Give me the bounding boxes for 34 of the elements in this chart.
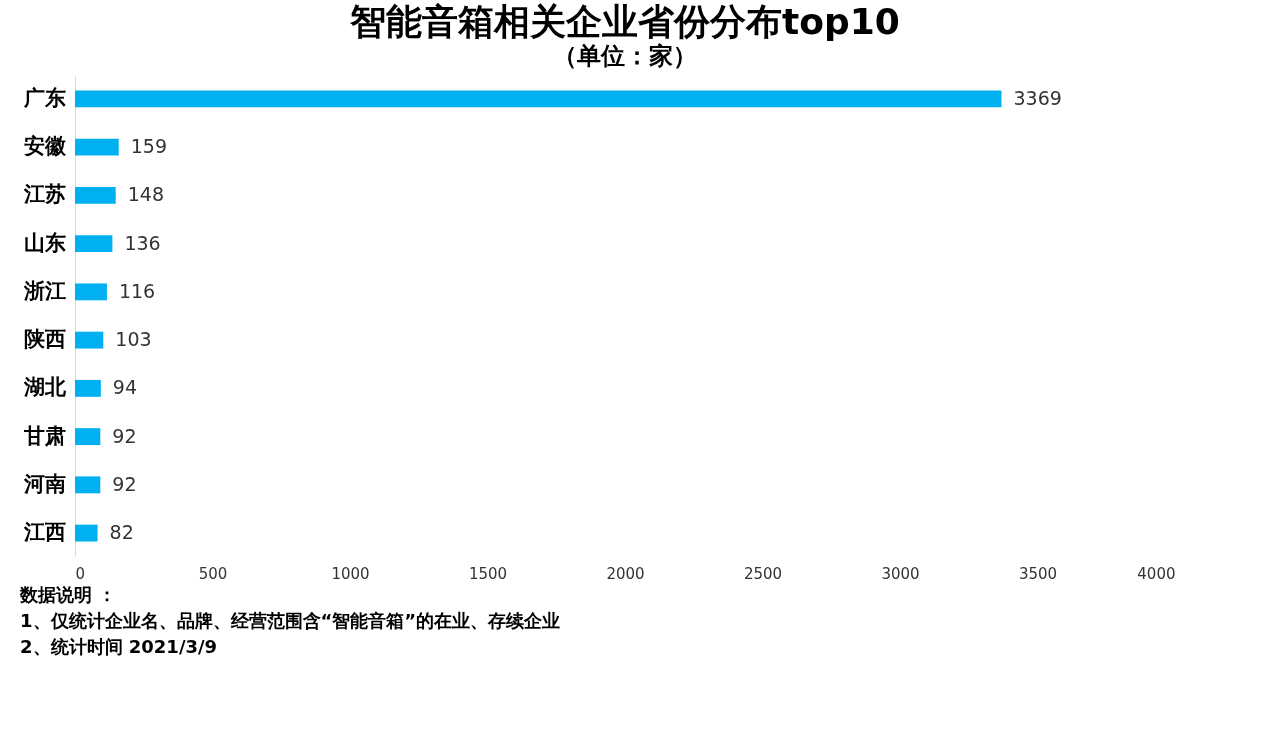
data-label: 94 bbox=[112, 376, 138, 399]
data-label: 148 bbox=[127, 183, 164, 206]
x-tick-label: 2500 bbox=[743, 564, 783, 583]
y-tick-label: 陕西 bbox=[23, 327, 66, 352]
data-label: 116 bbox=[118, 279, 156, 302]
y-tick-label: 甘肃 bbox=[22, 423, 66, 448]
data-label: 159 bbox=[130, 135, 167, 158]
data-label: 92 bbox=[112, 472, 137, 495]
data-label: 92 bbox=[112, 424, 137, 447]
y-tick-label: 河南 bbox=[22, 471, 66, 496]
y-tick-label: 江苏 bbox=[22, 182, 66, 207]
y-tick-label: 浙江 bbox=[22, 278, 66, 303]
x-tick-label: 1500 bbox=[468, 564, 508, 583]
data-label: 82 bbox=[109, 521, 134, 544]
x-tick-label: 3000 bbox=[881, 564, 920, 583]
x-tick-label: 0 bbox=[75, 564, 86, 583]
x-tick-label: 2000 bbox=[606, 564, 645, 583]
text: 1、仅统计企业名、品牌、经营范围含“智能音箱”的在业、存续企业 bbox=[20, 610, 561, 631]
chart-title: 智能音箱相关企业省份分布top10 bbox=[349, 1, 900, 42]
y-tick-label: 江西 bbox=[22, 520, 66, 545]
y-tick-label: 山东 bbox=[23, 230, 66, 255]
y-tick-label: 湖北 bbox=[22, 375, 67, 400]
data-label: 103 bbox=[115, 328, 152, 351]
x-tick-label: 1000 bbox=[331, 564, 370, 583]
text: 2、统计时间 2021/3/9 bbox=[20, 636, 218, 657]
chart-subtitle: （单位：家） bbox=[553, 42, 697, 70]
data-label: 136 bbox=[124, 231, 161, 254]
y-tick-label: 广东 bbox=[22, 85, 66, 110]
x-tick-label: 4000 bbox=[1137, 564, 1176, 583]
data-label: 3369 bbox=[1013, 86, 1062, 109]
text: 数据说明 ： bbox=[19, 584, 117, 605]
x-tick-label: 3500 bbox=[1018, 564, 1058, 583]
y-tick-label: 安徽 bbox=[23, 134, 67, 159]
x-tick-label: 500 bbox=[198, 564, 228, 583]
